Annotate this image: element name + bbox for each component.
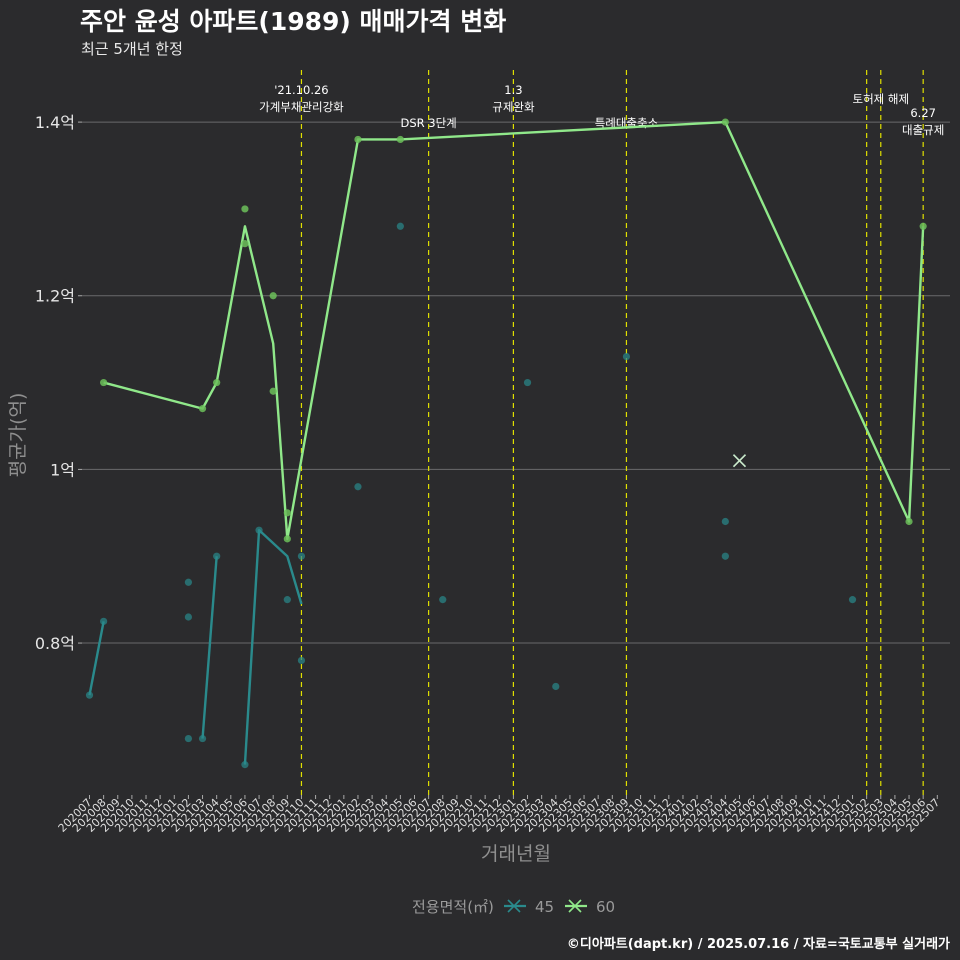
series-45-point bbox=[241, 761, 249, 769]
series-45-point bbox=[622, 352, 631, 361]
series-45-point bbox=[213, 552, 221, 560]
series-45-point bbox=[354, 483, 362, 491]
series-60-point bbox=[919, 222, 927, 230]
legend-cross-marker bbox=[507, 899, 521, 913]
series-45-point bbox=[198, 734, 207, 743]
chart-title: 주안 윤성 아파트(1989) 매매가격 변화 bbox=[80, 7, 507, 36]
series-45-point bbox=[439, 596, 447, 604]
event-label: DSR 3단계 bbox=[400, 116, 456, 130]
series-45-point bbox=[848, 596, 857, 604]
series-45-line bbox=[88, 621, 105, 696]
series-60-point bbox=[354, 135, 362, 144]
series-45-line bbox=[243, 528, 303, 765]
legend-label: 60 bbox=[596, 898, 615, 916]
series-45-point bbox=[184, 578, 193, 586]
series-60-point bbox=[269, 292, 277, 300]
legend-title: 전용면적(㎡) bbox=[412, 898, 494, 916]
series-60-point bbox=[269, 387, 277, 395]
event-label: 1.3 bbox=[504, 83, 522, 97]
series-45-point bbox=[721, 552, 729, 560]
event-label: 대출규제 bbox=[902, 123, 944, 137]
series-45-point bbox=[396, 222, 404, 230]
event-label: 가계부채관리강화 bbox=[259, 100, 344, 114]
series-45-point bbox=[721, 517, 729, 526]
y-tick-label: 0.8억 bbox=[35, 634, 75, 653]
y-tick-label: 1.4억 bbox=[35, 113, 75, 132]
series-45-point bbox=[552, 682, 560, 691]
series-45-point bbox=[184, 613, 193, 621]
event-label: 토허제 해제 bbox=[852, 92, 909, 106]
series-60-point bbox=[213, 378, 221, 387]
series-60-cross-marker bbox=[732, 454, 747, 468]
y-tick-label: 1억 bbox=[50, 460, 75, 479]
series-60-point bbox=[396, 135, 404, 144]
series-45-point bbox=[523, 378, 532, 387]
series-45-point bbox=[283, 596, 291, 604]
series-45-point bbox=[297, 552, 306, 560]
series-45-point bbox=[184, 734, 193, 743]
event-label: '21.10.26 bbox=[274, 83, 328, 97]
event-label: 규제완화 bbox=[492, 100, 535, 114]
series-45-line bbox=[201, 556, 218, 739]
legend-cross-marker bbox=[568, 899, 582, 913]
series-60-point bbox=[283, 535, 291, 543]
series-45-point bbox=[297, 656, 306, 665]
series-45-point bbox=[85, 691, 94, 699]
series-60-point bbox=[721, 118, 729, 126]
series-45-point bbox=[255, 526, 263, 534]
x-axis-label: 거래년월 bbox=[481, 843, 551, 865]
legend-label: 45 bbox=[535, 898, 554, 916]
chart-subtitle: 최근 5개년 한정 bbox=[81, 40, 183, 58]
series-60-point bbox=[241, 205, 249, 213]
series-60-point bbox=[100, 378, 108, 387]
series-45-point bbox=[100, 617, 108, 625]
series-60-point bbox=[905, 517, 913, 526]
series-60-point bbox=[283, 509, 291, 517]
series-60-point bbox=[198, 405, 207, 413]
y-axis-label: 평균가(억) bbox=[7, 393, 29, 478]
series-60-point bbox=[241, 240, 249, 248]
chart-caption: ©디아파트(dapt.kr) / 2025.07.16 / 자료=국토교통부 실… bbox=[566, 937, 950, 952]
event-label: 6.27 bbox=[910, 106, 936, 120]
y-tick-label: 1.2억 bbox=[35, 287, 75, 306]
